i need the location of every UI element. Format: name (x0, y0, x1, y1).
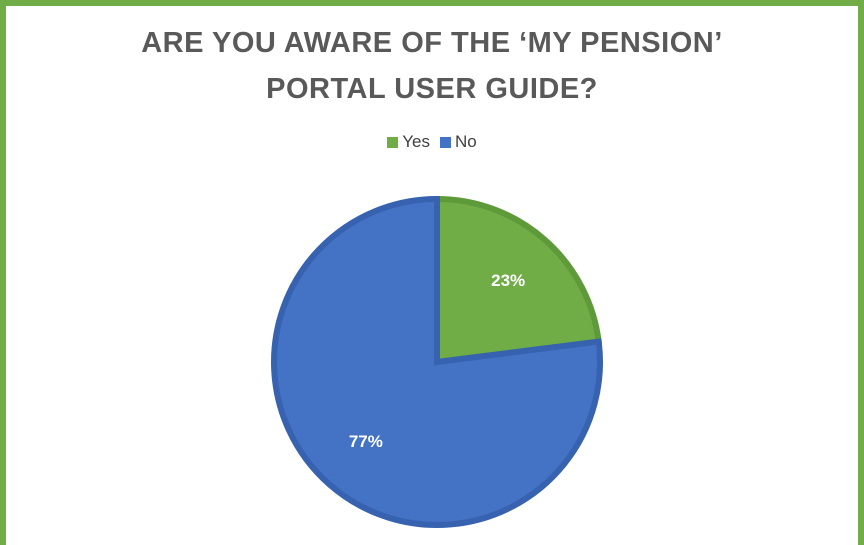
legend-label-no: No (455, 132, 477, 151)
legend-label-yes: Yes (402, 132, 430, 151)
pie-label-yes: 23% (491, 271, 525, 290)
pie-labels: 23% 77% (349, 271, 525, 451)
pie-label-no: 77% (349, 432, 383, 451)
chart-legend: Yes No (0, 132, 864, 152)
legend-swatch-yes (387, 136, 399, 148)
pie-slices (271, 195, 603, 528)
legend-item-yes: Yes (387, 132, 430, 152)
chart-title-line-2: PORTAL USER GUIDE? (266, 73, 598, 105)
legend-swatch-no (440, 136, 451, 148)
legend-item-no: No (440, 132, 477, 152)
chart-title-line-1: ARE YOU AWARE OF THE ‘MY PENSION’ (141, 27, 723, 59)
chart-title: ARE YOU AWARE OF THE ‘MY PENSION’ PORTAL… (0, 20, 864, 112)
pie-slice-yes (434, 195, 603, 366)
pie-slice-no (271, 195, 603, 528)
